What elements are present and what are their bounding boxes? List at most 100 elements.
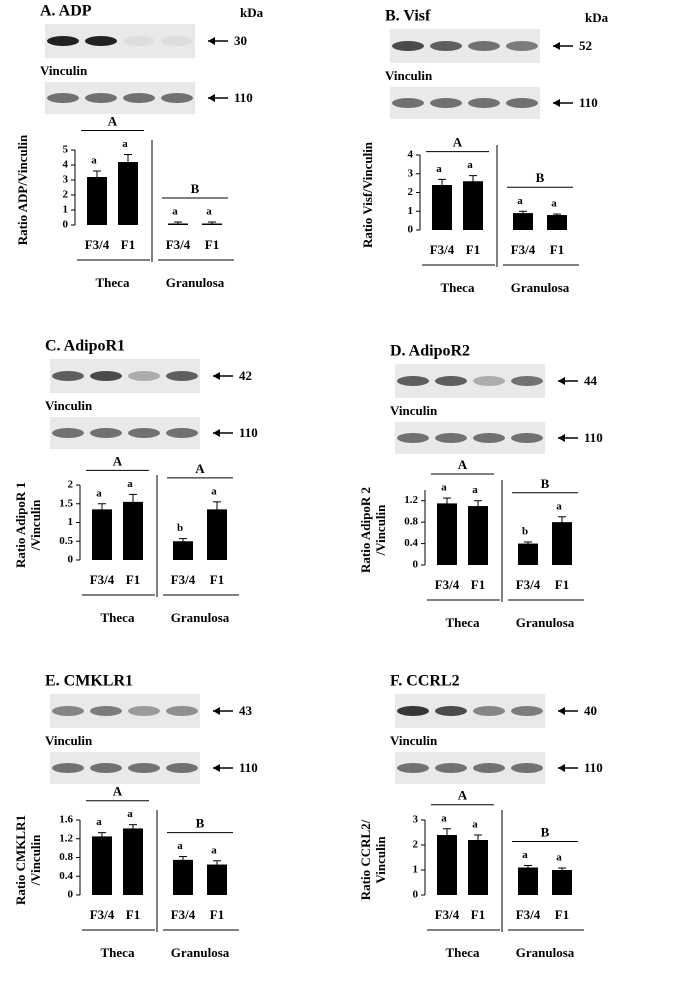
loading-control: Vinculin — [390, 403, 438, 418]
blot-band — [468, 41, 500, 51]
arrow-head — [558, 377, 565, 385]
significance-letter: a — [517, 195, 523, 207]
arrow-head — [558, 764, 565, 772]
blot-band — [123, 93, 155, 103]
x-tick-label: F3/4 — [511, 242, 536, 257]
group-letter: A — [108, 113, 118, 128]
group-label: Theca — [96, 275, 130, 290]
y-tick-label: 3 — [63, 174, 69, 186]
blot-band — [128, 763, 160, 773]
bar — [468, 506, 488, 565]
y-tick-label: 0 — [63, 219, 69, 231]
panel: A. ADP kDa 30 Vinculin 110 0 1 2 3 4 5 Ratio ADP/Vi… — [15, 3, 264, 290]
y-tick-label: 0.5 — [59, 535, 73, 547]
band-size: 110 — [584, 430, 603, 445]
blot-band — [511, 433, 543, 443]
blot-band — [52, 706, 84, 716]
y-tick-label: 0.4 — [59, 870, 73, 882]
band-size: 52 — [579, 38, 592, 53]
x-tick-label: F1 — [205, 237, 219, 252]
group-letter: B — [196, 816, 205, 831]
significance-letter: a — [472, 819, 478, 831]
x-tick-label: F3/4 — [430, 242, 455, 257]
blot-band — [90, 371, 122, 381]
x-tick-label: F1 — [466, 242, 480, 257]
significance-letter: b — [522, 525, 528, 537]
panel-title: A. ADP — [40, 3, 92, 20]
blot-band — [506, 41, 538, 51]
group-letter: B — [541, 824, 550, 839]
y-tick-label: 0.8 — [59, 851, 73, 863]
blot-band — [511, 763, 543, 773]
arrow-head — [553, 42, 560, 50]
blot-band — [468, 98, 500, 108]
group-letter: A — [195, 461, 205, 476]
bar — [123, 828, 143, 895]
x-tick-label: F3/4 — [516, 907, 541, 922]
bar — [432, 185, 452, 230]
y-axis-label: Ratio CMKLR1 — [13, 815, 28, 905]
group-letter: B — [536, 170, 545, 185]
x-tick-label: F1 — [471, 577, 485, 592]
y-tick-label: 5 — [63, 144, 69, 156]
band-size: 110 — [579, 95, 598, 110]
significance-letter: a — [127, 478, 133, 490]
blot-band — [90, 428, 122, 438]
group-label: Granulosa — [171, 610, 230, 625]
blot-band — [161, 93, 193, 103]
significance-letter: a — [96, 487, 102, 499]
blot-band — [397, 763, 429, 773]
bar — [437, 503, 457, 565]
y-tick-label: 1 — [408, 205, 414, 217]
significance-letter: a — [522, 849, 528, 861]
unit-label: kDa — [585, 10, 609, 25]
group-label: Theca — [446, 615, 480, 630]
panel: C. AdipoR1 42 Vinculin 110 0 0.5 1 1.5 2 Ratio Ad… — [13, 338, 258, 625]
blot-band — [397, 433, 429, 443]
group-letter: B — [191, 181, 200, 196]
blot-band — [166, 706, 198, 716]
bar — [468, 840, 488, 895]
panel: B. Visf kDa 52 Vinculin 110 0 1 2 3 4 Ratio Visf/V… — [360, 8, 609, 295]
y-tick-label: 2 — [413, 839, 419, 851]
x-tick-label: F3/4 — [171, 572, 196, 587]
y-tick-label: 1.5 — [59, 497, 73, 509]
significance-letter: a — [127, 808, 133, 820]
bar — [463, 181, 483, 230]
x-tick-label: F1 — [210, 907, 224, 922]
group-label: Granulosa — [516, 945, 575, 960]
bar — [123, 501, 143, 560]
blot-band — [435, 763, 467, 773]
panel-title: B. Visf — [385, 8, 431, 25]
blot-band — [52, 428, 84, 438]
blot-band — [166, 371, 198, 381]
blot-band — [128, 428, 160, 438]
bar — [173, 541, 193, 560]
y-tick-label: 0 — [408, 224, 414, 236]
arrow-head — [213, 764, 220, 772]
blot-band — [90, 763, 122, 773]
y-axis-label: /Vinculin — [28, 834, 43, 887]
panel: D. AdipoR2 44 Vinculin 110 0 0.4 0.8 1.2 Ratio A… — [358, 343, 603, 630]
loading-control: Vinculin — [45, 733, 93, 748]
significance-letter: a — [211, 844, 217, 856]
arrow-head — [553, 99, 560, 107]
y-tick-label: 1.6 — [59, 814, 73, 826]
blot-band — [473, 376, 505, 386]
y-axis-label: /Vinculin — [373, 504, 388, 557]
y-tick-label: 2 — [63, 189, 69, 201]
band-size: 40 — [584, 703, 597, 718]
significance-letter: a — [122, 138, 128, 150]
y-axis-label: Vinculin — [373, 836, 388, 884]
band-size: 110 — [239, 425, 258, 440]
x-tick-label: F3/4 — [90, 572, 115, 587]
group-label: Theca — [101, 610, 135, 625]
band-size: 44 — [584, 373, 598, 388]
blot-band — [128, 371, 160, 381]
band-size: 30 — [234, 33, 247, 48]
band-size: 110 — [234, 90, 253, 105]
significance-letter: a — [91, 155, 97, 167]
y-tick-label: 0 — [68, 889, 74, 901]
blot-band — [430, 98, 462, 108]
band-size: 110 — [584, 760, 603, 775]
